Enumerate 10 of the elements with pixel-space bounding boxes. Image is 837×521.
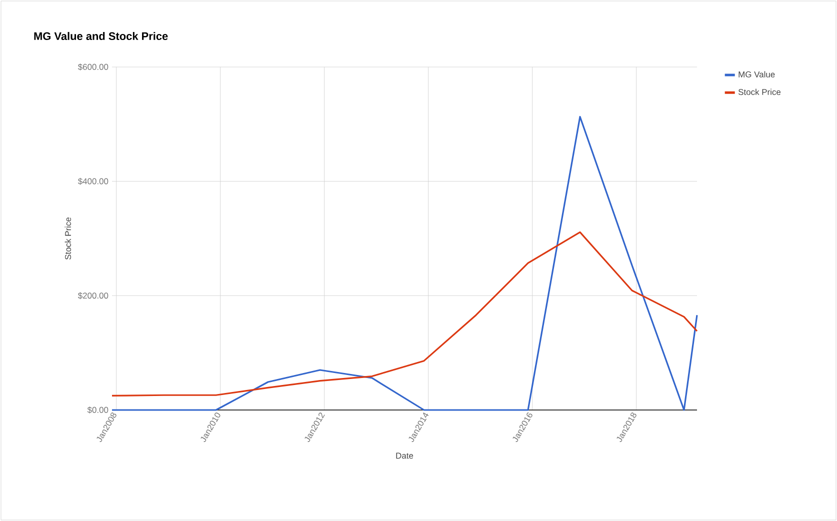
y-tick-label: $200.00	[78, 292, 108, 300]
legend-label: MG Value	[738, 71, 775, 78]
chart-title: MG Value and Stock Price	[34, 32, 168, 40]
y-tick-label: $0.00	[87, 406, 108, 414]
y-axis-title: Stock Price	[64, 217, 72, 260]
x-axis-title: Date	[396, 452, 414, 459]
y-tick-label: $400.00	[78, 178, 108, 185]
y-tick-label: $600.00	[78, 64, 108, 70]
line-series	[111, 231, 698, 397]
legend-label: Stock Price	[738, 88, 781, 96]
